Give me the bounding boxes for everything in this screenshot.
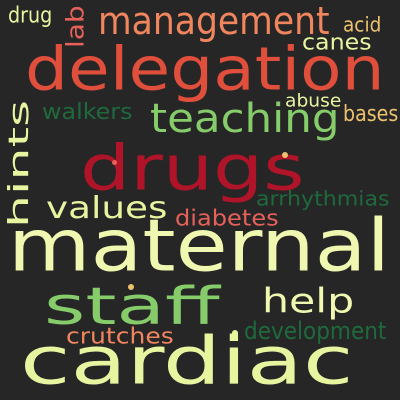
word-acid: acid xyxy=(343,13,382,38)
decorative-dot xyxy=(112,160,117,165)
word-help: help xyxy=(262,280,355,322)
word-cardiac: cardiac xyxy=(20,322,354,399)
word-walkers: walkers xyxy=(42,99,133,126)
word-development: development xyxy=(244,317,387,346)
word-values: values xyxy=(46,191,168,226)
decorative-dot xyxy=(128,284,134,290)
word-management: management xyxy=(98,0,330,43)
word-abuse: abuse xyxy=(285,89,342,112)
decorative-dot xyxy=(282,152,288,158)
word-arrhythmias: arrhythmias xyxy=(256,187,390,212)
word-bases: bases xyxy=(343,101,399,128)
word-drug: drug xyxy=(8,1,53,29)
word-teaching: teaching xyxy=(150,96,340,143)
word-canes: canes xyxy=(302,29,372,56)
word-maternal: maternal xyxy=(8,203,391,288)
word-delegation: delegation xyxy=(25,35,385,105)
word-diabetes: diabetes xyxy=(175,205,279,232)
word-crutches: crutches xyxy=(66,323,174,350)
decorative-dot xyxy=(232,330,238,336)
word-drugs: drugs xyxy=(80,132,305,205)
